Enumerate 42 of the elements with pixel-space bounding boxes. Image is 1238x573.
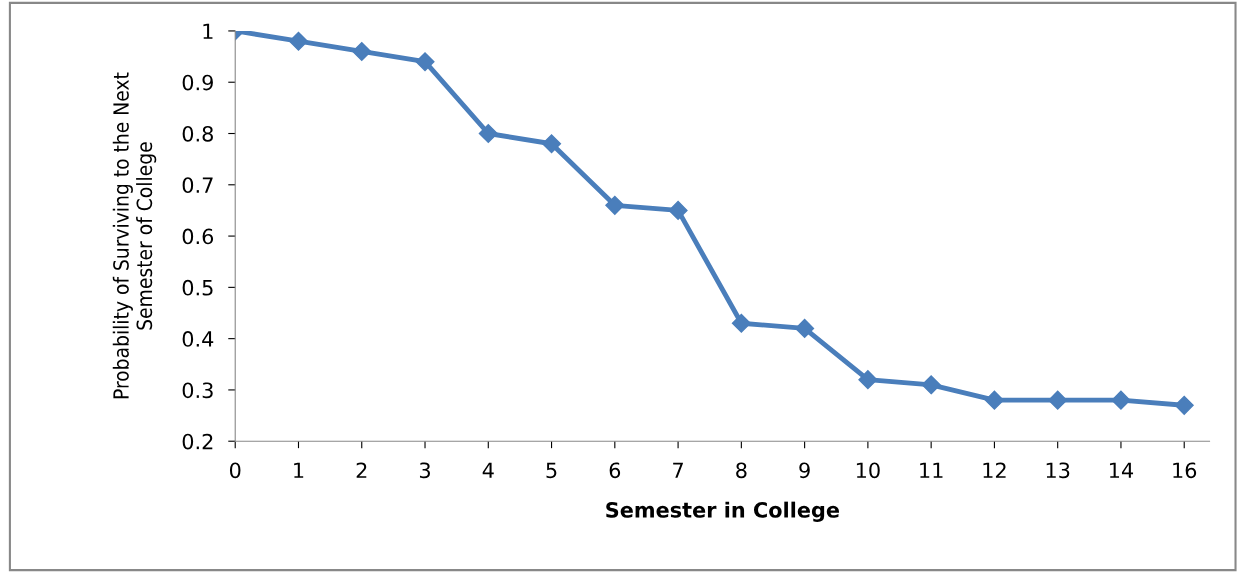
y-tick-label: 0.6 xyxy=(182,228,214,245)
x-tick-label: 16 xyxy=(1173,462,1197,479)
point xyxy=(288,31,309,51)
point xyxy=(1174,395,1194,415)
point xyxy=(542,134,562,154)
point xyxy=(921,375,941,395)
x-tick-label: 1 xyxy=(294,462,304,478)
x-tick-label: 14 xyxy=(1109,462,1134,478)
x-tick-label: 0 xyxy=(229,462,241,479)
point xyxy=(478,123,498,144)
point xyxy=(415,52,435,72)
y-tick-label: 1 xyxy=(203,23,213,39)
point xyxy=(984,390,1004,410)
point xyxy=(668,200,688,220)
y-tick-label: 0.2 xyxy=(182,433,213,450)
point xyxy=(795,318,815,338)
y-tick-label: 0.7 xyxy=(182,177,213,193)
point xyxy=(1048,390,1068,410)
y-tick-label: 0.3 xyxy=(182,382,213,399)
point xyxy=(605,195,625,215)
x-tick-label: 5 xyxy=(546,462,557,479)
y-tick-label: 0.8 xyxy=(182,125,213,142)
x-tick-label: 7 xyxy=(673,462,683,478)
x-tick-label: 13 xyxy=(1046,462,1070,479)
y-tick-label: 0.4 xyxy=(182,331,214,347)
point xyxy=(352,41,372,61)
y-axis-title: Probability of Surviving to the Next Semester of College xyxy=(112,72,157,399)
x-tick-label: 2 xyxy=(356,462,367,478)
x-tick-label: 6 xyxy=(609,462,621,479)
x-tick-label: 4 xyxy=(482,462,494,478)
x-tick-label: 12 xyxy=(983,462,1006,478)
x-tick-label: 3 xyxy=(419,462,430,479)
x-tick-label: 11 xyxy=(920,462,943,478)
point xyxy=(858,370,878,390)
point xyxy=(731,313,751,333)
x-axis-title: Semester in College xyxy=(606,501,839,522)
y-tick-label: 0.5 xyxy=(182,279,213,296)
y-tick-label: 0.9 xyxy=(182,74,213,91)
x-tick-label: 8 xyxy=(736,462,747,479)
x-tick-label: 9 xyxy=(799,462,810,479)
x-tick-label: 10 xyxy=(856,462,880,479)
point xyxy=(1111,390,1131,410)
